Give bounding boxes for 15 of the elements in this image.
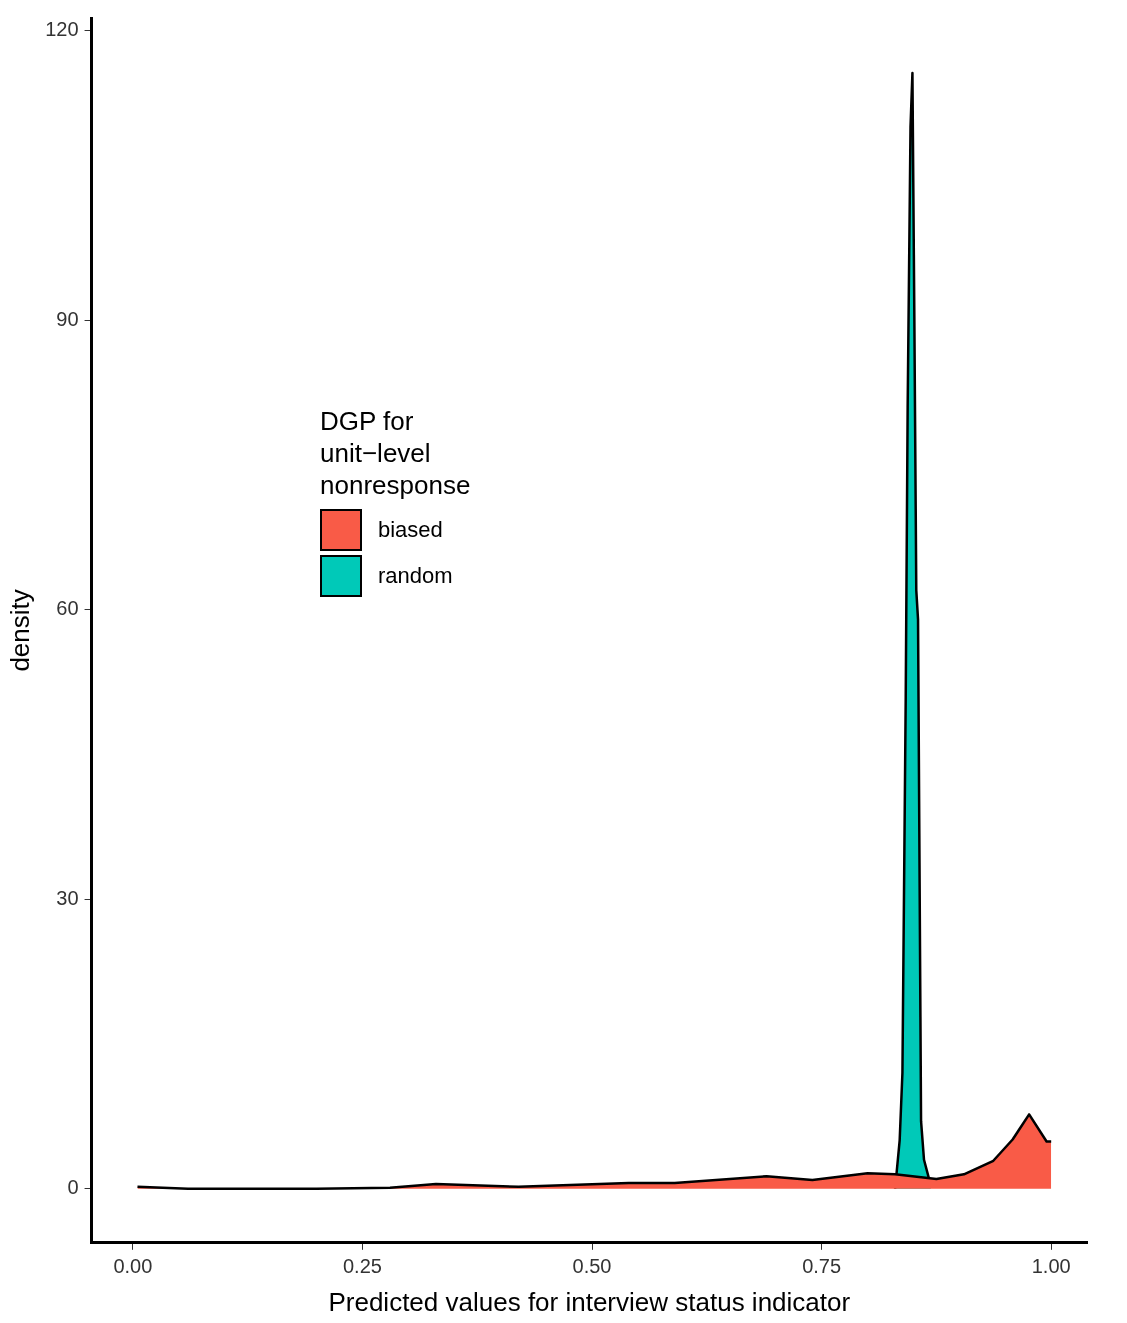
y-tick-label: 30: [56, 886, 79, 909]
x-axis-title: Predicted values for interview status indicator: [328, 1286, 851, 1317]
x-tick-label: 0.75: [802, 1255, 842, 1278]
legend-label: biased: [378, 517, 443, 543]
x-tick-label: 1.00: [1031, 1255, 1071, 1278]
x-tick-label: 0.00: [113, 1255, 153, 1278]
x-tick-label: 0.25: [343, 1255, 382, 1278]
y-tick-label: 60: [56, 597, 79, 620]
y-tick-label: 120: [45, 18, 79, 41]
legend-title: DGP for unit−level nonresponse: [320, 405, 472, 501]
y-tick-label: 0: [67, 1176, 79, 1199]
legend-label: random: [378, 563, 453, 589]
x-tick-label: 0.50: [572, 1255, 612, 1278]
y-axis-title: density: [4, 589, 35, 672]
y-tick-label: 90: [56, 307, 79, 330]
